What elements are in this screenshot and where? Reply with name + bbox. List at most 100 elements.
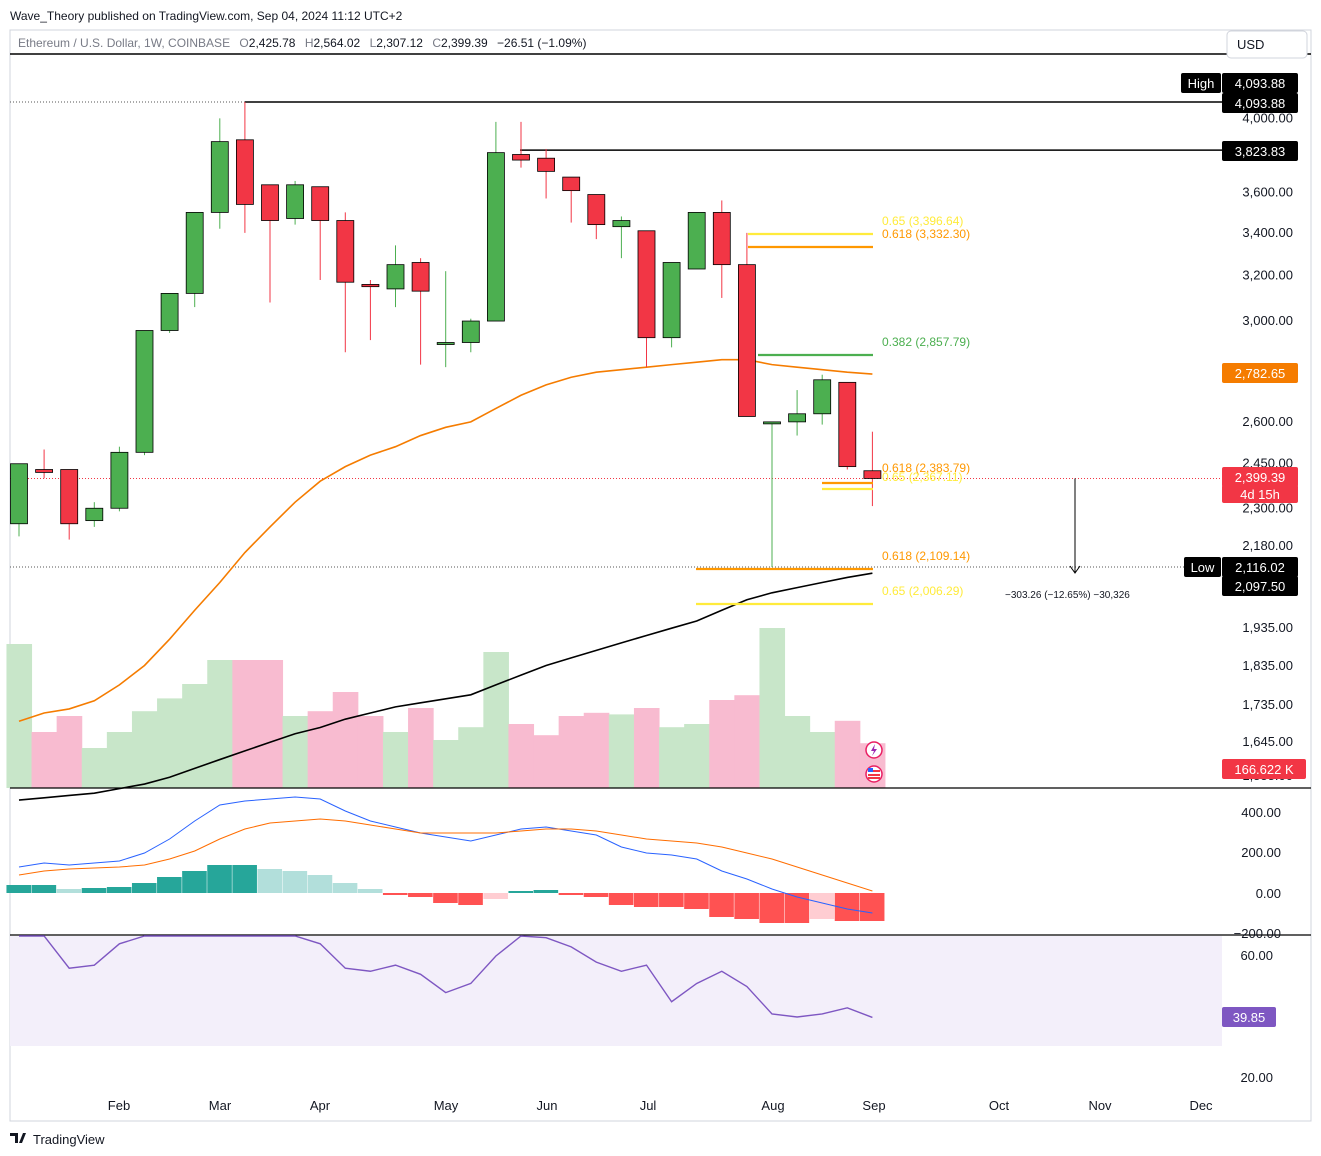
candle-body xyxy=(612,220,631,228)
low-value: 2,307.12 xyxy=(376,36,423,50)
macd-bar xyxy=(207,865,232,893)
candle-body xyxy=(235,139,254,205)
macd-bar xyxy=(859,893,885,921)
rsi-tick-label: 60.00 xyxy=(1240,948,1273,963)
volume-bar xyxy=(357,716,384,788)
countdown-badge: 4d 15h xyxy=(1240,487,1280,502)
macd-bar xyxy=(408,893,433,897)
price-tick-label: 3,400.00 xyxy=(1242,225,1293,240)
tradingview-logo[interactable]: TradingView xyxy=(10,1132,105,1147)
volume-bar xyxy=(458,727,484,788)
volume-bar xyxy=(282,716,309,788)
fib-label: 0.382 (2,857.79) xyxy=(882,335,970,349)
macd-bar xyxy=(508,891,534,893)
resistance-badge-bg xyxy=(1222,141,1298,161)
low-label: L xyxy=(370,36,377,50)
candle-body xyxy=(486,152,505,322)
macd-tick-label: −200.00 xyxy=(1234,926,1281,941)
resistance-badge: 3,823.83 xyxy=(1235,144,1286,159)
macd-line xyxy=(18,796,873,914)
macd-bar xyxy=(357,889,383,893)
close-value: 2,399.39 xyxy=(441,36,488,50)
rsi-tick-label: 20.00 xyxy=(1240,1070,1273,1085)
volume-badge: 166.622 K xyxy=(1234,762,1294,777)
macd-bar xyxy=(759,893,785,923)
macd-bar xyxy=(734,893,759,919)
time-tick-label: Jun xyxy=(537,1098,558,1113)
volume-bar xyxy=(6,644,33,788)
ema200-badge: 2,097.50 xyxy=(1235,579,1286,594)
macd-tick-label: 0.00 xyxy=(1256,886,1281,901)
currency-button[interactable]: USD xyxy=(1226,30,1308,59)
time-tick-label: Aug xyxy=(761,1098,784,1113)
volume-bar xyxy=(257,660,284,788)
change-value: −26.51 (−1.09%) xyxy=(497,36,586,50)
macd-bar xyxy=(433,893,458,903)
macd-bar xyxy=(232,865,257,893)
macd-bar xyxy=(809,893,835,919)
candle-body xyxy=(813,379,832,415)
price-axis: 4,000.00 3,600.00 3,400.00 3,200.00 3,000.00… xyxy=(1234,110,1293,1085)
last-price-badge-bg xyxy=(1222,467,1298,487)
candle-body xyxy=(537,157,555,172)
candle-body xyxy=(336,220,355,283)
time-tick-label: Nov xyxy=(1088,1098,1112,1113)
candle-body xyxy=(788,413,806,423)
symbol-legend[interactable]: Ethereum / U.S. Dollar, 1W, COINBASE O2,… xyxy=(18,36,586,50)
us-flag-icon[interactable] xyxy=(865,765,883,783)
candle-body xyxy=(361,284,380,288)
volume-bar xyxy=(834,720,861,788)
rsi-line xyxy=(19,935,873,1019)
volume-bar xyxy=(659,727,685,788)
high-value: 2,564.02 xyxy=(314,36,361,50)
volume-badge-bg xyxy=(1222,759,1306,779)
time-tick-label: Mar xyxy=(209,1098,232,1113)
macd-bar xyxy=(583,893,609,897)
volume-bar xyxy=(483,652,509,788)
candle-body xyxy=(185,212,204,294)
close-label: C xyxy=(432,36,441,50)
price-tick-label: 2,300.00 xyxy=(1242,500,1293,515)
price-tick-label: 2,600.00 xyxy=(1242,414,1293,429)
candle-body xyxy=(838,381,857,468)
open-label: O xyxy=(239,36,248,50)
candle-body xyxy=(637,230,656,339)
low-label-badge-bg xyxy=(1184,557,1221,577)
time-tick-label: Oct xyxy=(989,1098,1010,1113)
candle-body xyxy=(160,293,179,331)
macd-bar xyxy=(608,893,634,905)
macd-bar xyxy=(709,893,734,917)
macd-bar xyxy=(6,885,32,893)
candle-body xyxy=(738,264,756,417)
volume-bar xyxy=(56,716,83,788)
lightning-icon[interactable] xyxy=(865,741,883,759)
volume-bar xyxy=(784,716,811,788)
ema50-line xyxy=(18,358,873,723)
moving-averages xyxy=(18,358,873,801)
macd-bar xyxy=(659,893,684,907)
macd-bar xyxy=(332,883,358,893)
price-tick-label: 1,645.00 xyxy=(1242,734,1293,749)
rsi-badge-bg xyxy=(1222,1007,1276,1027)
macd-bar xyxy=(282,871,308,893)
price-tick-label: 1,735.00 xyxy=(1242,697,1293,712)
volume-bar xyxy=(408,708,434,788)
macd-bar xyxy=(182,871,207,893)
low-value-badge: 2,116.02 xyxy=(1235,560,1285,575)
rsi-panel xyxy=(10,936,1222,1046)
volume-bar xyxy=(809,732,836,788)
fib-label: 0.65 (3,396.64) xyxy=(882,214,963,228)
volume-bar xyxy=(608,714,635,788)
ema50-badge: 2,782.65 xyxy=(1235,366,1286,381)
price-tick-label: 4,000.00 xyxy=(1242,110,1293,125)
price-badges: High 4,093.88 4,093.88 3,823.83 2,782.65 2,39… xyxy=(1181,73,1306,1027)
macd-bar xyxy=(257,869,283,893)
chart-frame xyxy=(9,29,1312,1122)
price-tick-label: 3,000.00 xyxy=(1242,313,1293,328)
currency-label: USD xyxy=(1237,37,1264,52)
macd-bar xyxy=(106,887,132,893)
volume-bar xyxy=(31,732,58,788)
open-value: 2,425.78 xyxy=(249,36,296,50)
volume-histogram xyxy=(6,628,886,788)
